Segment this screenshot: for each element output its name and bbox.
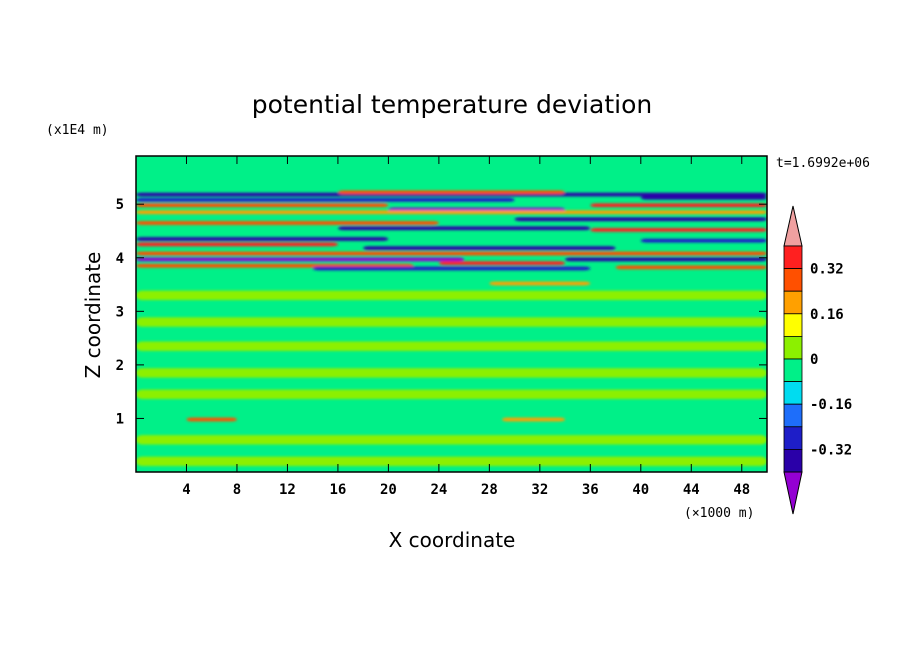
contour-band-16 bbox=[136, 251, 767, 256]
chart-title: potential temperature deviation bbox=[252, 90, 652, 119]
plot-frame bbox=[135, 155, 768, 473]
contour-band-30 bbox=[501, 417, 566, 422]
y-tick-label: 2 bbox=[116, 358, 124, 374]
colorbar-cell bbox=[783, 403, 803, 428]
contour-band-17 bbox=[136, 257, 465, 262]
contour-band-10 bbox=[337, 226, 591, 231]
colorbar-cell bbox=[783, 245, 803, 270]
colorbar-label: -0.16 bbox=[810, 397, 852, 413]
time-label: t=1.6992e+06 bbox=[776, 156, 870, 171]
plot-area bbox=[136, 156, 767, 472]
y-tick-label: 4 bbox=[116, 251, 124, 267]
colorbar-cell bbox=[783, 426, 803, 450]
x-tick-label: 32 bbox=[531, 482, 548, 498]
contour-band-14 bbox=[136, 242, 338, 247]
x-tick-label: 16 bbox=[329, 482, 346, 498]
y-tick-label: 3 bbox=[116, 304, 124, 320]
colorbar-labels: 0.32 0.16 0 -0.16 -0.32 bbox=[810, 262, 852, 459]
colorbar-cell bbox=[783, 358, 803, 383]
contour-band-9 bbox=[136, 221, 439, 225]
contour-band-12 bbox=[136, 237, 389, 241]
contour-band-0 bbox=[136, 192, 767, 197]
contour-band-23 bbox=[489, 281, 591, 286]
contour-band-25 bbox=[136, 317, 767, 327]
colorbar-label: 0.32 bbox=[810, 262, 844, 278]
contour-band-31 bbox=[136, 435, 767, 445]
x-tick-label: 44 bbox=[683, 482, 700, 498]
contour-band-11 bbox=[590, 228, 767, 232]
x-tick-label: 20 bbox=[380, 482, 397, 498]
contour-band-18 bbox=[565, 257, 767, 262]
colorbar-cell bbox=[783, 268, 803, 292]
colorbar-arrow-bottom bbox=[783, 471, 803, 515]
contour-band-5 bbox=[590, 203, 767, 208]
contour-band-32 bbox=[136, 456, 767, 466]
contour-band-29 bbox=[186, 417, 237, 422]
contour-band-21 bbox=[312, 266, 591, 271]
x-tick-label: 4 bbox=[182, 482, 190, 498]
contour-band-22 bbox=[615, 265, 767, 270]
contour-band-27 bbox=[136, 368, 767, 378]
contour-band-19 bbox=[438, 261, 566, 265]
contour-band-4 bbox=[136, 203, 389, 208]
colorbar-label: 0 bbox=[810, 352, 818, 368]
colorbar-cell bbox=[783, 313, 803, 337]
y-tick-label: 1 bbox=[116, 411, 124, 427]
contour-band-13 bbox=[640, 238, 767, 243]
x-tick-label: 8 bbox=[233, 482, 241, 498]
y-axis-ticks: 1 2 3 4 5 bbox=[116, 197, 767, 427]
x-unit-label: (×1000 m) bbox=[684, 506, 754, 521]
x-tick-label: 12 bbox=[279, 482, 296, 498]
x-tick-label: 24 bbox=[430, 482, 447, 498]
colorbar-label: 0.16 bbox=[810, 307, 844, 323]
x-tick-label: 36 bbox=[582, 482, 599, 498]
contour-band-3 bbox=[337, 190, 566, 195]
colorbar-cell bbox=[783, 290, 803, 315]
contour-bands bbox=[136, 190, 767, 466]
colorbar bbox=[783, 205, 803, 515]
contour-band-1 bbox=[136, 198, 515, 202]
contour-band-24 bbox=[136, 290, 767, 300]
colorbar-arrow-top bbox=[783, 205, 803, 247]
colorbar-label: -0.32 bbox=[810, 442, 852, 458]
y-unit-label: (x1E4 m) bbox=[46, 123, 109, 138]
colorbar-cell bbox=[783, 381, 803, 405]
contour-band-2 bbox=[640, 195, 767, 200]
contour-band-15 bbox=[363, 246, 616, 250]
x-axis-ticks: 4 8 12 16 20 24 28 32 36 40 44 48 bbox=[182, 156, 750, 498]
colorbar-cell bbox=[783, 448, 803, 473]
contour-band-28 bbox=[136, 389, 767, 400]
y-tick-label: 5 bbox=[116, 197, 124, 213]
y-axis-label: Z coordinate bbox=[81, 252, 105, 379]
x-tick-label: 28 bbox=[481, 482, 498, 498]
x-axis-label: X coordinate bbox=[389, 528, 516, 552]
contour-band-26 bbox=[136, 341, 767, 351]
colorbar-cell bbox=[783, 335, 803, 360]
x-tick-label: 40 bbox=[632, 482, 649, 498]
x-tick-label: 48 bbox=[733, 482, 750, 498]
contour-band-7 bbox=[136, 210, 767, 215]
contour-band-8 bbox=[514, 217, 767, 222]
